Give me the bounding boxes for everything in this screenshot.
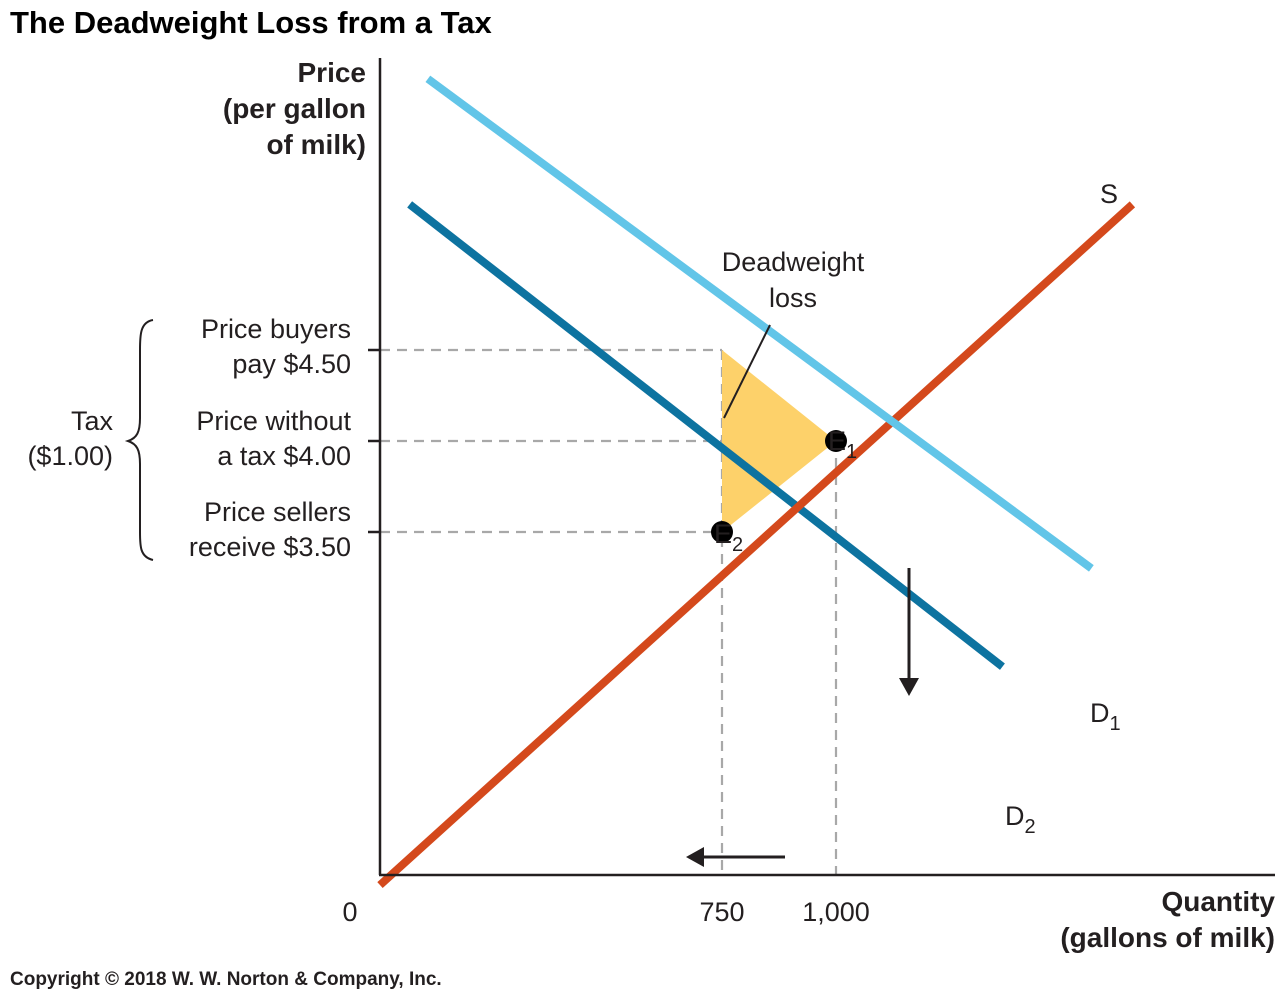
curve-label-D2-name: D	[1005, 801, 1025, 831]
curve-D2	[407, 201, 1005, 670]
y-tick-label-notax-line-2: a tax $4.00	[217, 441, 351, 471]
chart-title: The Deadweight Loss from a Tax	[10, 5, 493, 40]
curve-label-D2-sub: 2	[1025, 816, 1036, 838]
curve-labels: S D1 D2	[1005, 179, 1121, 838]
copyright-text: Copyright © 2018 W. W. Norton & Company,…	[10, 969, 442, 990]
tax-brace	[124, 319, 154, 561]
curves	[377, 75, 1136, 889]
tax-label-line-2: ($1.00)	[27, 441, 113, 471]
x-tick-label-750: 750	[699, 897, 744, 927]
equilibrium-labels: E1 E2	[714, 426, 857, 556]
curve-label-D2: D2	[1005, 801, 1036, 838]
curve-label-S: S	[1100, 179, 1118, 209]
point-E2	[711, 521, 733, 543]
tax-label-line-1: Tax	[71, 406, 114, 436]
point-label-E1-name: E	[828, 426, 846, 456]
x-axis-label-line-1: Quantity	[1161, 886, 1275, 917]
curve-label-D1-sub: 1	[1110, 713, 1121, 735]
quantity-shift-arrow	[686, 847, 785, 867]
y-tick-label-buyers-line-1: Price buyers	[201, 314, 351, 344]
deadweight-loss-pointer	[723, 324, 771, 419]
y-tick-label-sellers-line-2: receive $3.50	[189, 532, 351, 562]
deadweight-loss-label-line-1: Deadweight	[722, 247, 865, 277]
point-label-E1-sub: 1	[846, 441, 857, 463]
x-axis-label-line-2: (gallons of milk)	[1060, 922, 1275, 953]
curve-D1	[425, 75, 1094, 572]
y-tick-label-notax-line-1: Price without	[196, 406, 351, 436]
point-label-E2-sub: 2	[732, 534, 743, 556]
axes	[378, 58, 1275, 877]
equilibrium-points	[711, 430, 847, 543]
y-axis-label-line-2: (per gallon	[223, 93, 366, 124]
curve-label-D1: D1	[1090, 698, 1121, 735]
origin-label: 0	[342, 897, 357, 927]
deadweight-loss-label-line-2: loss	[769, 283, 817, 313]
y-axis-label-line-3: of milk)	[266, 129, 366, 160]
point-label-E2: E2	[714, 519, 743, 556]
curve-S	[377, 201, 1136, 889]
point-label-E1: E1	[828, 426, 857, 463]
curve-label-D1-name: D	[1090, 698, 1110, 728]
y-axis-label-line-1: Price	[298, 57, 367, 88]
ticks: 750 1,000	[368, 348, 870, 927]
y-tick-label-sellers-line-1: Price sellers	[204, 497, 351, 527]
deadweight-loss-area	[722, 350, 836, 532]
demand-shift-arrow	[899, 568, 919, 696]
point-E1	[825, 430, 847, 452]
y-tick-label-buyers-line-2: pay $4.50	[232, 349, 351, 379]
point-label-E2-name: E	[714, 519, 732, 549]
x-tick-label-1000: 1,000	[802, 897, 870, 927]
